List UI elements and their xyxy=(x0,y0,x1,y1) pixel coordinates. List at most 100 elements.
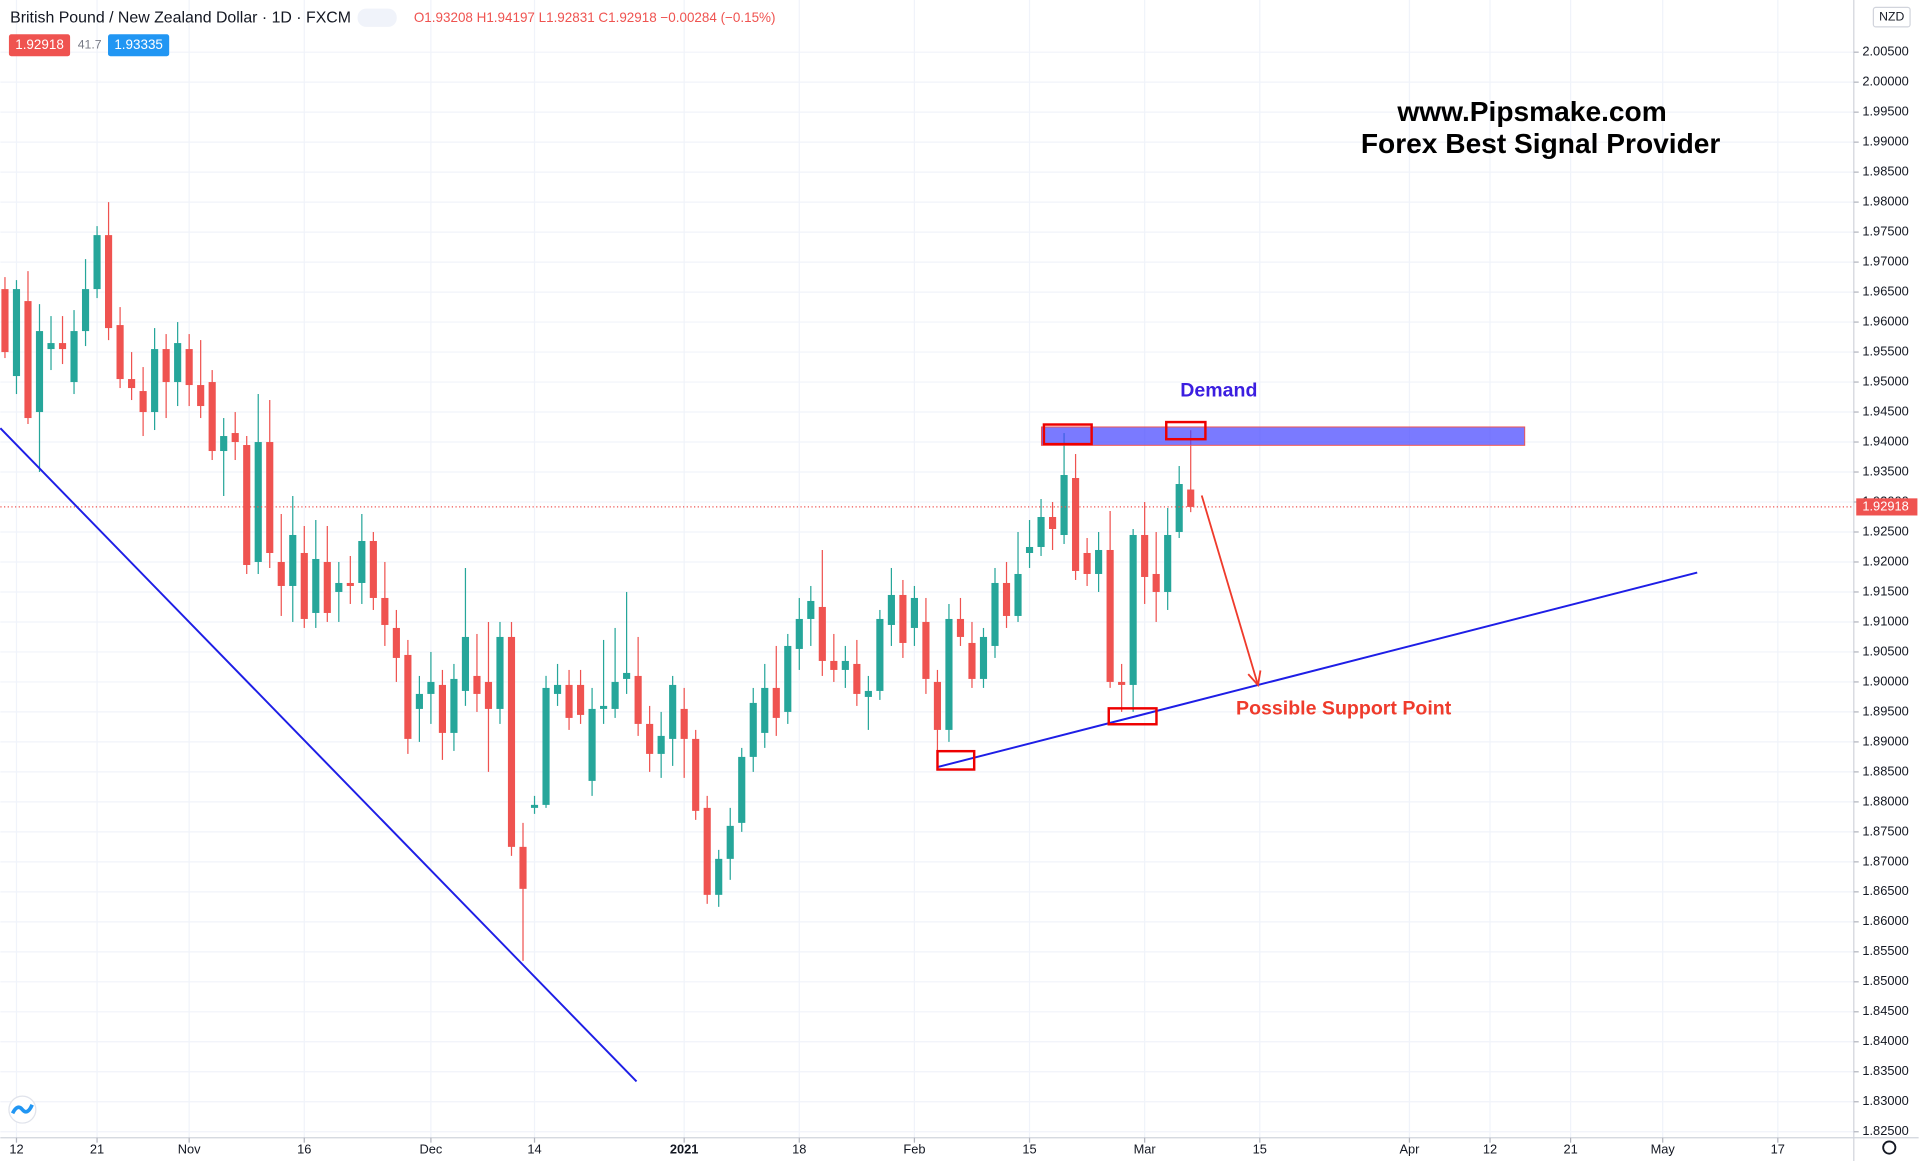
y-tick-label: 1.98500 xyxy=(1862,164,1908,179)
candle-body xyxy=(58,343,67,350)
bid: 1.92918 xyxy=(15,37,64,52)
x-tick-label: 21 xyxy=(1563,1141,1577,1156)
y-tick-label: 1.91500 xyxy=(1862,583,1908,598)
candle-body xyxy=(335,582,343,592)
candle-body xyxy=(703,807,711,895)
y-tick-label: 1.90000 xyxy=(1862,673,1908,688)
last-price-label: 1.92918 xyxy=(1862,498,1908,513)
symbol-title: British Pound / New Zealand Dollar · 1D … xyxy=(10,10,351,27)
candle-body xyxy=(922,621,930,679)
candle-body xyxy=(1072,478,1080,571)
candle-body xyxy=(254,442,262,562)
y-tick-label: 1.92000 xyxy=(1862,553,1908,568)
candle-body xyxy=(208,382,216,452)
y-tick-label: 2.00500 xyxy=(1862,44,1908,59)
candle-body xyxy=(841,660,849,670)
grid xyxy=(0,0,1854,1138)
candle-body xyxy=(358,540,366,583)
y-tick-label: 1.97500 xyxy=(1862,223,1908,238)
y-tick-label: 1.95000 xyxy=(1862,373,1908,388)
highlight-box xyxy=(936,749,976,771)
candle-body xyxy=(404,654,412,739)
buy-button[interactable] xyxy=(108,34,170,57)
x-tick-label: Nov xyxy=(178,1141,201,1156)
candle-body xyxy=(484,681,493,709)
candles xyxy=(0,202,1854,961)
candle-body xyxy=(738,756,746,823)
candle-body xyxy=(1002,582,1011,616)
y-tick-label: 1.88500 xyxy=(1862,763,1908,778)
logo-mark xyxy=(10,1103,34,1115)
sell-button[interactable] xyxy=(8,34,71,57)
candle-body xyxy=(1,289,9,353)
candle-body xyxy=(450,678,458,733)
candle-body xyxy=(795,618,803,649)
y-tick-label: 1.83500 xyxy=(1862,1063,1908,1078)
x-tick-label: 21 xyxy=(90,1141,104,1156)
x-tick-label: Mar xyxy=(1134,1141,1157,1156)
candle-body xyxy=(162,349,170,383)
indicator-toggle[interactable] xyxy=(357,8,397,27)
trend-line xyxy=(0,427,638,1083)
x-tick-label: 14 xyxy=(527,1141,541,1156)
y-tick-label: 2.00000 xyxy=(1862,74,1908,89)
y-tick-label: 1.82500 xyxy=(1862,1123,1908,1138)
axes: 1.82500 1.83000 1.83500 1.84000 1.84500 1.850… xyxy=(9,44,1918,1156)
ohlc: O1.93208 H1.94197 L1.92831 C1.92918 −0.0… xyxy=(414,10,776,25)
y-tick-label: 1.89000 xyxy=(1862,733,1908,748)
y-tick-label: 1.83000 xyxy=(1862,1093,1908,1108)
candle-body xyxy=(657,735,665,754)
y-tick-label: 1.85000 xyxy=(1862,973,1908,988)
candle-body xyxy=(772,687,780,718)
candle-body xyxy=(1095,549,1103,574)
candle-body xyxy=(461,636,470,691)
candle-body xyxy=(1129,534,1137,685)
watermark: www.Pipsmake.com xyxy=(1396,96,1666,127)
candle-body xyxy=(1048,516,1057,529)
candle-body xyxy=(1025,546,1034,553)
candle-body xyxy=(1037,516,1045,547)
candle-body xyxy=(392,627,400,658)
demand-zone xyxy=(1040,426,1526,446)
y-tick-label: 1.91000 xyxy=(1862,613,1908,628)
candle-body xyxy=(415,693,423,709)
candle-body xyxy=(749,702,757,757)
candle-body xyxy=(381,597,389,625)
x-tick-label: May xyxy=(1651,1141,1676,1156)
arrow xyxy=(1200,495,1259,686)
candle-body xyxy=(761,687,769,733)
y-tick-label: 1.93500 xyxy=(1862,463,1908,478)
candle-body xyxy=(945,618,953,730)
x-tick-label: 15 xyxy=(1022,1141,1036,1156)
candle-body xyxy=(47,343,55,350)
candle-body xyxy=(116,325,124,380)
y-tick-label: 1.86500 xyxy=(1862,883,1908,898)
candle-body xyxy=(323,561,331,613)
settings-icon[interactable] xyxy=(1882,1140,1897,1155)
candle-body xyxy=(979,636,988,679)
candle-body xyxy=(933,681,942,730)
candle-body xyxy=(1106,549,1114,682)
candle-body xyxy=(1187,489,1195,507)
y-tick-label: 1.84500 xyxy=(1862,1003,1908,1018)
candle-body xyxy=(81,289,90,332)
highlight-box xyxy=(1165,420,1207,441)
y-tick-label: 1.86000 xyxy=(1862,913,1908,928)
currency-badge[interactable] xyxy=(1872,6,1911,28)
y-tick-label: 1.92500 xyxy=(1862,523,1908,538)
y-tick-label: 1.96500 xyxy=(1862,283,1908,298)
y-tick-label: 1.96000 xyxy=(1862,313,1908,328)
candle-body xyxy=(151,349,159,413)
y-tick-label: 1.87500 xyxy=(1862,823,1908,838)
candle-body xyxy=(864,690,872,697)
candle-body xyxy=(1175,484,1183,532)
highlight-box xyxy=(1107,707,1158,726)
candle-body xyxy=(968,642,976,679)
candle-body xyxy=(623,672,631,679)
candle-body xyxy=(174,343,182,383)
candle-body xyxy=(818,606,826,661)
candle-body xyxy=(542,687,550,805)
candle-body xyxy=(1060,475,1068,535)
candle-body xyxy=(128,379,136,389)
